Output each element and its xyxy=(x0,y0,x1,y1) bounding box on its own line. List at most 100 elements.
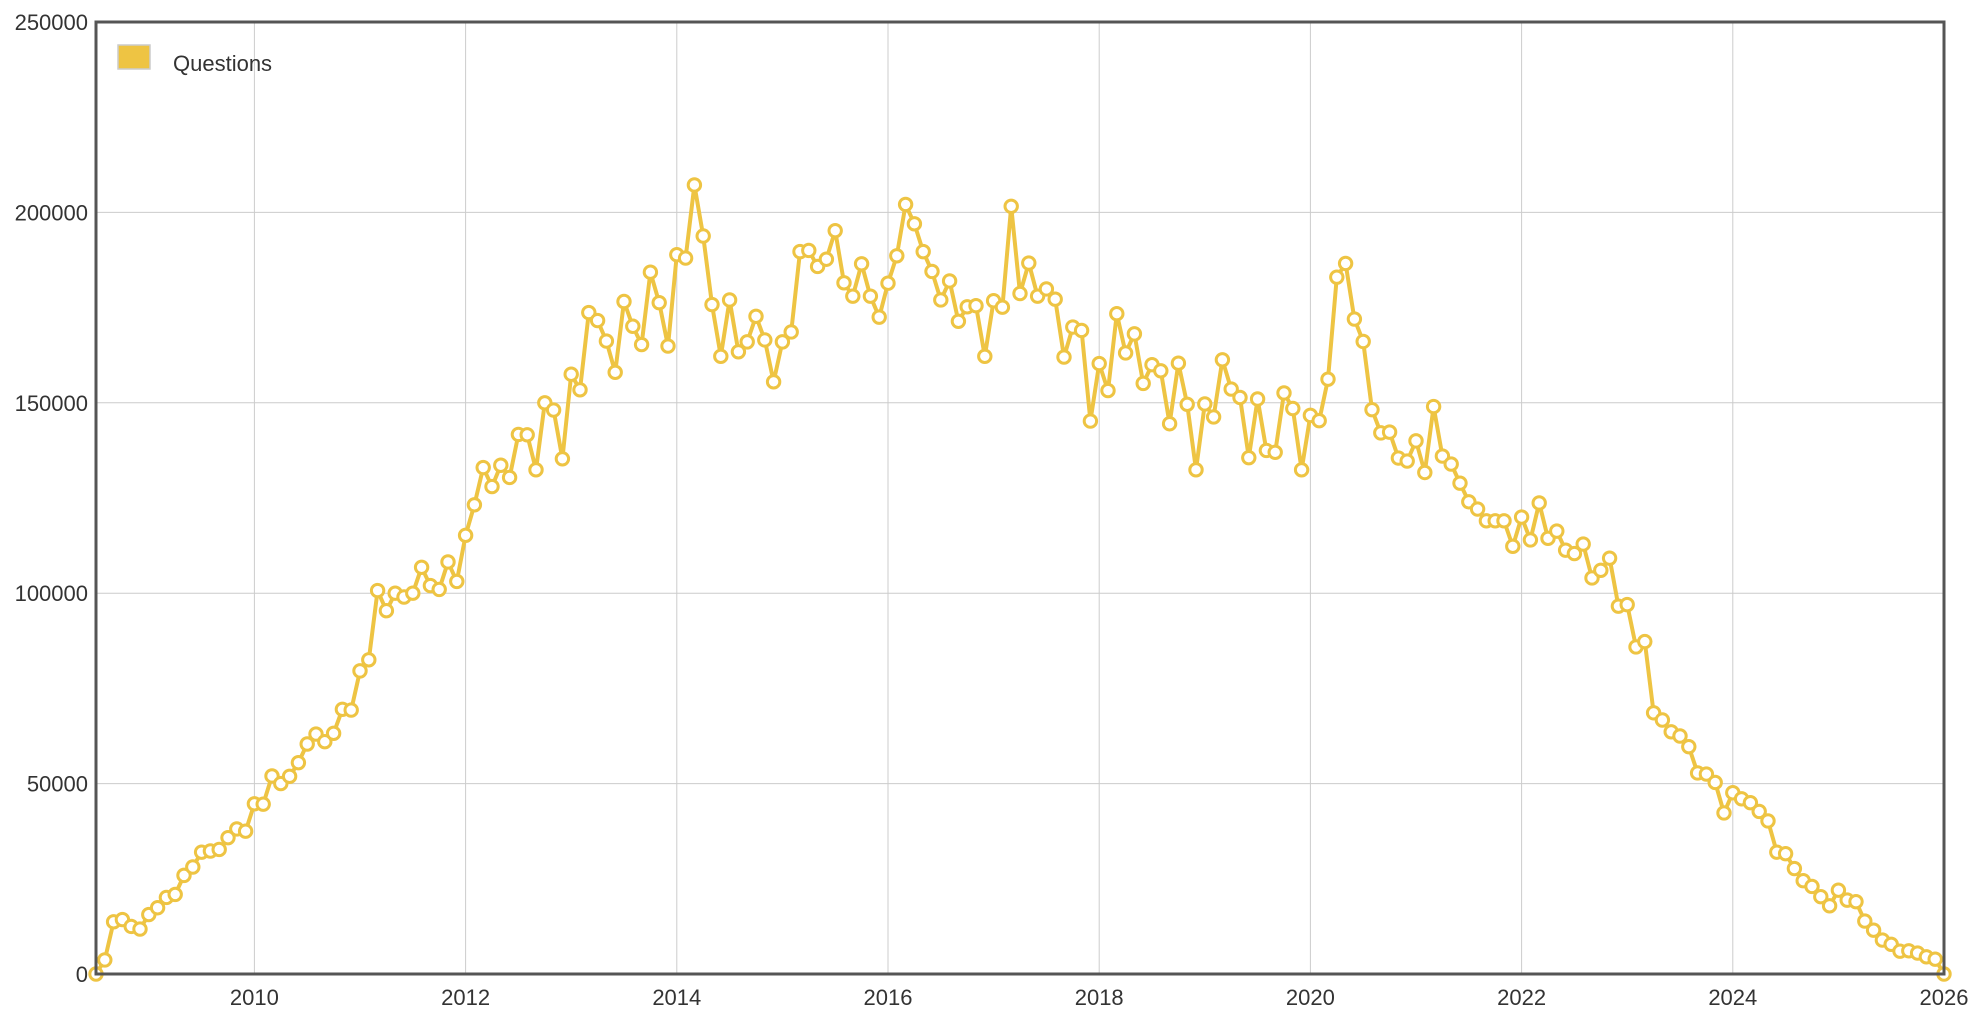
data-point xyxy=(1188,462,1204,478)
data-point xyxy=(642,264,659,280)
data-point xyxy=(1117,345,1134,361)
data-point xyxy=(686,177,703,193)
data-point xyxy=(484,478,500,495)
data-point xyxy=(1109,305,1125,322)
data-point xyxy=(343,702,359,718)
data-point xyxy=(1513,509,1530,525)
data-point xyxy=(1003,198,1019,215)
data-point xyxy=(1364,401,1380,418)
data-point xyxy=(1021,255,1037,271)
data-point xyxy=(862,288,879,304)
data-point xyxy=(889,248,905,264)
data-point xyxy=(563,366,579,382)
data-point xyxy=(1698,766,1715,782)
data-point xyxy=(818,251,835,267)
data-point xyxy=(1927,951,1943,967)
data-point xyxy=(211,841,227,858)
data-point xyxy=(933,292,949,308)
data-point xyxy=(1082,413,1099,429)
data-point xyxy=(616,293,632,310)
data-point xyxy=(1681,738,1697,755)
data-point xyxy=(519,427,535,443)
data-point xyxy=(1135,375,1151,392)
data-point xyxy=(1320,371,1336,387)
data-point xyxy=(352,663,368,679)
data-point xyxy=(220,829,236,846)
data-point xyxy=(299,736,315,752)
x-tick-label: 2018 xyxy=(1075,985,1124,1010)
data-point xyxy=(757,332,773,348)
legend-label-questions: Questions xyxy=(173,51,272,76)
data-point xyxy=(185,859,201,875)
data-point xyxy=(660,338,676,354)
data-point xyxy=(1100,382,1116,399)
data-point xyxy=(1417,464,1433,481)
data-point xyxy=(167,886,183,903)
data-point xyxy=(554,451,571,467)
data-point xyxy=(1311,413,1327,429)
data-point xyxy=(405,585,421,601)
data-point xyxy=(941,273,958,289)
data-point xyxy=(1751,803,1767,820)
data-point xyxy=(1786,860,1803,877)
data-point xyxy=(132,921,148,937)
data-point xyxy=(924,263,940,280)
data-point xyxy=(290,754,307,771)
data-point xyxy=(281,768,298,785)
data-point xyxy=(325,725,342,742)
data-point xyxy=(1038,281,1055,297)
data-point xyxy=(475,459,491,476)
x-tick-label: 2024 xyxy=(1708,985,1757,1010)
data-point xyxy=(431,581,447,598)
data-point xyxy=(545,402,562,418)
data-point xyxy=(783,324,799,340)
data-point xyxy=(1293,462,1310,478)
data-point xyxy=(589,312,606,329)
data-point xyxy=(378,603,395,619)
data-point xyxy=(713,348,729,365)
data-point xyxy=(950,313,967,330)
data-point xyxy=(906,216,923,232)
legend: Questions xyxy=(117,44,272,76)
data-point xyxy=(1329,269,1345,285)
data-point xyxy=(1601,550,1618,566)
data-point xyxy=(413,559,430,576)
data-point xyxy=(501,469,518,486)
data-point xyxy=(695,228,711,244)
data-point xyxy=(369,582,386,599)
data-point xyxy=(528,462,544,478)
data-point xyxy=(748,308,764,325)
data-point xyxy=(1408,433,1424,449)
data-point xyxy=(1073,322,1090,339)
data-point xyxy=(1047,291,1063,307)
y-tick-label: 50000 xyxy=(27,772,88,797)
data-point xyxy=(1813,889,1829,905)
data-point xyxy=(1857,913,1873,929)
data-point xyxy=(361,652,377,668)
data-point xyxy=(1223,381,1239,397)
y-tick-label: 250000 xyxy=(15,10,88,35)
data-point xyxy=(765,374,782,390)
data-point xyxy=(1197,396,1213,412)
data-point xyxy=(1205,409,1222,425)
data-point xyxy=(1865,922,1882,938)
series-questions xyxy=(88,177,1952,982)
data-point xyxy=(1276,385,1292,401)
data-point xyxy=(1469,501,1486,517)
data-point xyxy=(827,222,843,239)
data-point xyxy=(1549,523,1565,539)
data-point xyxy=(1452,475,1468,491)
data-point xyxy=(1522,532,1539,548)
data-point xyxy=(977,348,993,365)
y-tick-label: 200000 xyxy=(15,200,88,225)
data-point xyxy=(176,867,192,884)
data-point xyxy=(915,243,931,260)
data-point xyxy=(880,275,896,291)
data-point xyxy=(897,196,914,213)
data-point xyxy=(1830,882,1847,898)
data-point xyxy=(317,734,333,750)
data-point xyxy=(1716,805,1732,821)
data-point xyxy=(1179,396,1195,413)
data-point xyxy=(1285,400,1301,417)
